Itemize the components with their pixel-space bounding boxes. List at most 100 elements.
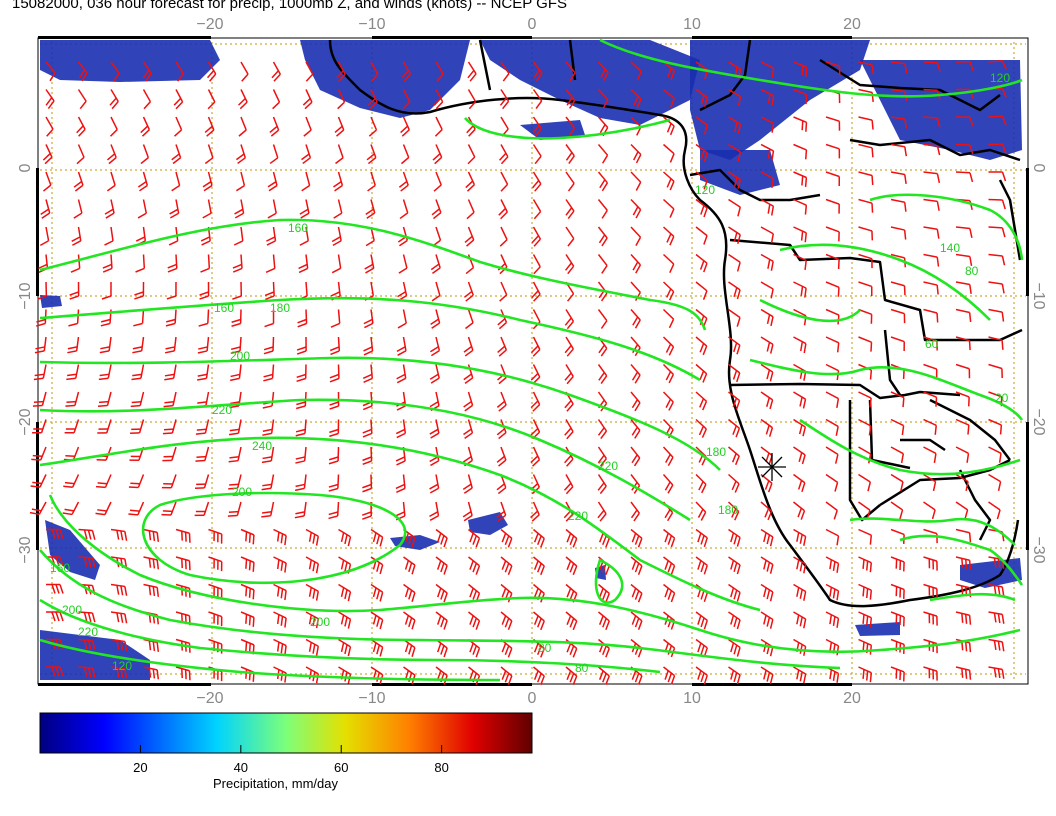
wind-barb bbox=[825, 116, 841, 131]
contour-label: 200 bbox=[232, 485, 252, 499]
wind-barb bbox=[297, 309, 308, 328]
wind-barb bbox=[173, 89, 184, 110]
lat-tick-left: −20 bbox=[17, 408, 34, 435]
wind-barb bbox=[760, 308, 774, 327]
contour-label: 80 bbox=[575, 661, 589, 675]
wind-barb bbox=[338, 611, 352, 629]
wind-barb bbox=[565, 116, 576, 137]
wind-barb bbox=[728, 391, 741, 410]
wind-barb bbox=[273, 556, 287, 573]
wind-barb bbox=[597, 364, 608, 384]
wind-barb bbox=[532, 116, 542, 137]
wind-barb bbox=[430, 309, 441, 329]
wind-barb bbox=[565, 89, 576, 109]
wind-barb bbox=[429, 474, 440, 494]
wind-barb bbox=[598, 666, 610, 686]
wind-barb bbox=[760, 116, 775, 133]
wind-barb bbox=[695, 336, 708, 356]
wind-barb bbox=[362, 474, 373, 493]
wind-barb bbox=[64, 419, 80, 434]
wind-barb bbox=[532, 144, 542, 165]
wind-barb bbox=[695, 528, 708, 548]
wind-barb bbox=[630, 364, 641, 384]
wind-barb bbox=[728, 336, 741, 355]
wind-barb bbox=[273, 611, 287, 628]
wind-barb bbox=[825, 363, 840, 381]
wind-barb bbox=[890, 473, 904, 492]
wind-barb bbox=[760, 391, 774, 410]
wind-barb bbox=[923, 556, 938, 571]
wind-barb bbox=[334, 116, 345, 137]
wind-barb bbox=[695, 363, 708, 383]
wind-barb bbox=[858, 281, 873, 296]
contour-labels: 160 160 180 200 220 240 200 220 180 160 200 220 120 1… bbox=[50, 71, 1010, 675]
wind-barb bbox=[98, 364, 112, 381]
wind-barb bbox=[110, 528, 128, 541]
contour-line bbox=[39, 638, 501, 682]
map-title: 15082000, 036 hour forecast for precip, … bbox=[12, 0, 567, 12]
wind-barb bbox=[597, 254, 608, 274]
wind-barb bbox=[435, 583, 448, 603]
wind-barb bbox=[305, 556, 320, 574]
wind-barb bbox=[68, 309, 80, 327]
wind-barb bbox=[467, 89, 477, 110]
wind-barb bbox=[463, 281, 474, 302]
wind-barb bbox=[174, 116, 183, 137]
wind-barb bbox=[565, 199, 575, 220]
wind-barb bbox=[434, 116, 443, 137]
wind-barb bbox=[171, 171, 181, 192]
wind-barb bbox=[465, 171, 476, 192]
contour-line bbox=[899, 534, 1024, 586]
wind-barb bbox=[565, 666, 578, 686]
wind-barb bbox=[330, 309, 341, 328]
wind-barb bbox=[760, 198, 775, 216]
wind-barb bbox=[728, 666, 741, 685]
wind-barb bbox=[435, 528, 448, 548]
wind-barb bbox=[663, 666, 676, 685]
wind-barb bbox=[923, 391, 938, 407]
wind-barb bbox=[728, 281, 741, 300]
wind-barb bbox=[329, 364, 340, 383]
wind-barb bbox=[70, 254, 81, 273]
wind-barb bbox=[263, 364, 275, 382]
lat-tick-right: 0 bbox=[1030, 164, 1047, 173]
colorbar bbox=[39, 712, 533, 754]
wind-barb bbox=[663, 88, 675, 108]
wind-barb bbox=[532, 171, 542, 192]
wind-barb bbox=[890, 446, 905, 464]
wind-barb bbox=[397, 309, 407, 329]
wind-barb bbox=[630, 171, 642, 191]
coastline-segment bbox=[883, 329, 902, 396]
wind-barb bbox=[403, 611, 416, 630]
colorbar-tick-label: 80 bbox=[434, 760, 449, 775]
wind-barb bbox=[199, 281, 210, 300]
wind-barb bbox=[467, 61, 477, 82]
wind-barb bbox=[663, 556, 676, 575]
wind-barb bbox=[204, 144, 214, 165]
wind-barb bbox=[923, 281, 939, 295]
wind-barb bbox=[175, 528, 191, 543]
wind-barb bbox=[858, 418, 872, 436]
wind-barb bbox=[67, 336, 80, 354]
contour-line bbox=[39, 398, 691, 522]
wind-barb bbox=[695, 281, 708, 300]
wind-barb bbox=[793, 88, 808, 105]
wind-barb bbox=[630, 666, 643, 685]
wind-barb bbox=[565, 171, 575, 192]
wind-barb bbox=[695, 143, 708, 163]
wind-barb bbox=[264, 309, 275, 328]
wind-barb bbox=[695, 611, 708, 630]
wind-barb bbox=[168, 226, 179, 246]
wind-barb bbox=[104, 199, 115, 219]
wind-barb bbox=[301, 144, 312, 165]
coastline-segment bbox=[929, 398, 1011, 461]
wind-barb bbox=[468, 611, 481, 630]
wind-barb bbox=[403, 583, 416, 602]
wind-barb bbox=[597, 144, 609, 164]
wind-barb bbox=[110, 638, 128, 651]
wind-barb bbox=[988, 253, 1006, 266]
wind-barb bbox=[498, 199, 508, 220]
wind-barb bbox=[161, 501, 177, 516]
wind-barb bbox=[695, 418, 707, 438]
contour-line bbox=[759, 298, 861, 323]
